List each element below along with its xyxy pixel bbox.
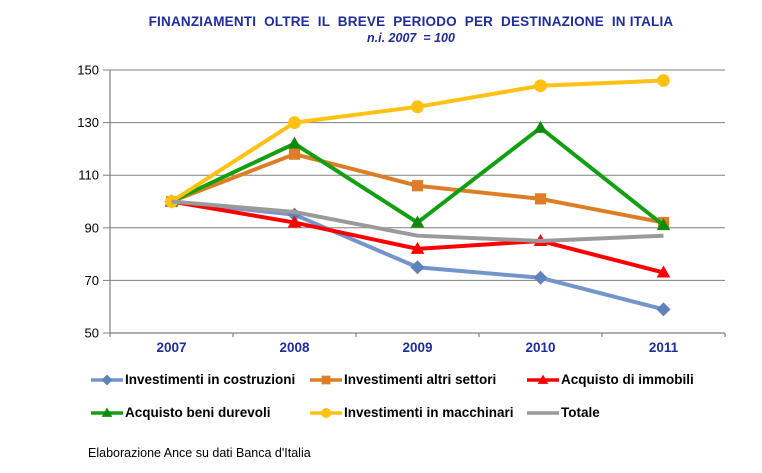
x-tick-label: 2010 xyxy=(525,340,555,355)
chart-subtitle: n.i. 2007 = 100 xyxy=(367,31,455,45)
marker-circle xyxy=(321,408,331,418)
marker-diamond xyxy=(410,260,425,275)
x-tick-label: 2011 xyxy=(649,340,679,355)
marker-circle xyxy=(411,100,424,114)
marker-triangle xyxy=(533,120,548,133)
legend-label: Acquisto beni durevoli xyxy=(125,405,271,420)
x-tick-label: 2008 xyxy=(279,340,310,355)
marker-triangle xyxy=(101,407,113,417)
marker-triangle xyxy=(656,218,671,231)
y-tick-label: 130 xyxy=(77,115,99,130)
marker-diamond xyxy=(533,270,548,285)
legend-label: Investimenti in macchinari xyxy=(344,405,514,420)
legend-swatch-icon xyxy=(310,375,342,385)
marker-square xyxy=(321,375,331,385)
marker-triangle xyxy=(287,215,302,228)
legend-item-totale: Totale xyxy=(527,405,731,421)
legend-swatch-icon xyxy=(527,411,559,415)
marker-square xyxy=(411,180,424,192)
y-tick-label: 150 xyxy=(77,63,99,78)
x-tick-label: 2009 xyxy=(402,340,432,355)
legend-item-acquisto-beni-durevoli: Acquisto beni durevoli xyxy=(91,405,310,421)
marker-triangle xyxy=(287,136,302,149)
y-tick-label: 70 xyxy=(85,273,99,288)
y-tick-label: 90 xyxy=(85,220,99,235)
legend-label: Investimenti in costruzioni xyxy=(125,372,296,387)
source-note: Elaborazione Ance su dati Banca d'Italia xyxy=(88,446,311,460)
marker-diamond xyxy=(656,302,671,317)
marker-circle xyxy=(657,74,670,87)
legend-swatch-icon xyxy=(310,408,342,418)
legend-label: Investimenti altri settori xyxy=(344,372,497,387)
legend-label: Totale xyxy=(561,405,600,420)
line-chart-canvas: 150 130 110 90 70 50 2007 2008 2009 2010 2011 xyxy=(77,63,726,355)
marker-triangle xyxy=(656,265,671,278)
marker-square xyxy=(288,148,301,160)
y-tick-label: 110 xyxy=(78,168,99,183)
marker-circle xyxy=(534,79,547,93)
legend-label: Acquisto di immobili xyxy=(561,372,694,387)
series-totale xyxy=(171,199,664,243)
legend-item-investimenti-in-costruzioni: Investimenti in costruzioni xyxy=(91,372,310,388)
marker-triangle xyxy=(410,241,425,254)
marker-diamond xyxy=(101,374,113,386)
series-line xyxy=(171,199,664,243)
legend-swatch-icon xyxy=(527,374,559,384)
marker-circle xyxy=(288,116,301,129)
x-tick-label: 2007 xyxy=(156,340,186,355)
marker-triangle xyxy=(537,374,549,384)
chart-title: FINANZIAMENTI OLTRE IL BREVE PERIODO PER… xyxy=(148,14,674,29)
marker-square xyxy=(534,193,547,205)
legend-item-acquisto-di-immobili: Acquisto di immobili xyxy=(527,372,731,388)
legend-item-investimenti-in-macchinari: Investimenti in macchinari xyxy=(310,405,527,421)
y-tick-label: 50 xyxy=(85,326,99,341)
legend-item-investimenti-altri-settori: Investimenti altri settori xyxy=(310,372,527,388)
legend-swatch-icon xyxy=(91,407,123,417)
marker-triangle xyxy=(410,215,425,228)
chart-legend: Investimenti in costruzioni Investimenti… xyxy=(91,372,731,421)
legend-swatch-icon xyxy=(91,374,123,386)
